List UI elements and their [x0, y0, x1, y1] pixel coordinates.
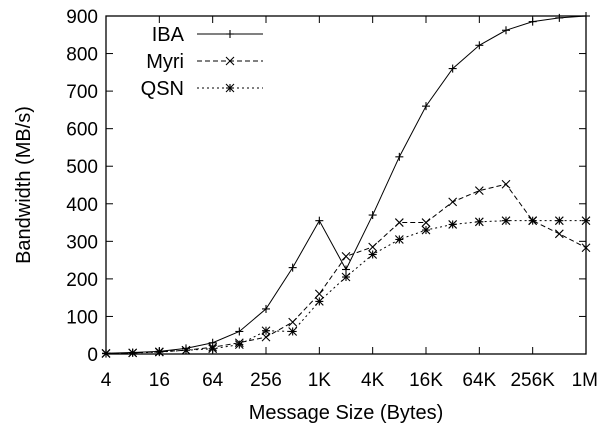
- point-qsn: [101, 349, 111, 359]
- x-axis-title: Message Size (Bytes): [249, 402, 444, 424]
- point-iba: [288, 263, 297, 272]
- point-iba: [528, 17, 537, 26]
- point-iba: [475, 41, 484, 50]
- y-tick-label: 900: [66, 7, 98, 28]
- point-myri: [341, 251, 351, 261]
- y-tick-label: 400: [66, 195, 98, 216]
- y-tick-label: 800: [66, 45, 98, 66]
- point-qsn: [341, 272, 351, 282]
- plot-frame: [105, 15, 587, 355]
- legend-marker-qsn: [225, 83, 235, 93]
- point-qsn: [261, 326, 271, 336]
- point-myri: [581, 243, 591, 253]
- point-myri: [554, 229, 564, 239]
- y-axis-title: Bandwidth (MB/s): [13, 106, 35, 264]
- point-qsn: [474, 217, 484, 227]
- x-tick-label: 4K: [361, 370, 385, 391]
- point-iba: [342, 265, 350, 274]
- series-layer: [101, 12, 591, 359]
- point-iba: [235, 327, 244, 336]
- y-tick-label: 700: [66, 82, 98, 103]
- x-tick-label: 16K: [409, 370, 443, 391]
- point-myri: [314, 289, 324, 299]
- x-tick-label: 16: [149, 370, 170, 391]
- series-qsn: [101, 216, 591, 359]
- point-qsn: [128, 348, 138, 358]
- point-iba: [448, 64, 457, 73]
- point-qsn: [368, 250, 378, 259]
- point-iba: [502, 26, 510, 35]
- point-qsn: [421, 225, 431, 235]
- point-qsn: [581, 216, 591, 226]
- x-tick-label: 256K: [510, 370, 555, 391]
- point-qsn: [554, 216, 564, 226]
- point-iba: [368, 211, 377, 220]
- series-line-qsn: [105, 220, 586, 355]
- y-tick-label: 100: [66, 307, 98, 328]
- x-tick-label: 1K: [308, 370, 332, 391]
- point-iba: [555, 13, 564, 22]
- point-myri: [394, 218, 404, 227]
- x-tick-label: 64: [202, 370, 224, 391]
- point-iba: [262, 304, 270, 313]
- point-qsn: [288, 327, 298, 336]
- point-myri: [421, 218, 431, 227]
- legend-label-iba: IBA: [152, 24, 185, 46]
- point-qsn: [154, 347, 164, 357]
- point-qsn: [234, 340, 244, 350]
- y-tick-label: 200: [66, 270, 98, 291]
- y-axis-ticks: 0 100 200 300 400 500 600 700 800 900: [66, 7, 586, 366]
- point-myri: [474, 186, 484, 196]
- y-tick-label: 600: [66, 120, 98, 141]
- point-myri: [368, 242, 378, 252]
- y-tick-label: 500: [66, 157, 98, 178]
- x-axis-ticks: 4 16 64 256 1K 4K 16K 64K 256K 1M: [101, 16, 598, 391]
- y-tick-label: 300: [66, 232, 98, 253]
- x-tick-label: 64K: [462, 370, 496, 391]
- point-iba: [422, 102, 430, 111]
- point-myri: [288, 317, 298, 327]
- point-myri: [448, 197, 458, 207]
- point-qsn: [501, 216, 511, 226]
- point-qsn: [208, 344, 218, 354]
- legend-label-myri: Myri: [146, 51, 184, 73]
- point-iba: [395, 152, 404, 161]
- x-tick-label: 4: [101, 370, 112, 391]
- legend-label-qsn: QSN: [141, 78, 184, 100]
- x-tick-label: 256: [250, 370, 282, 391]
- point-qsn: [394, 235, 404, 244]
- legend-marker-myri: [225, 56, 235, 66]
- y-tick-label: 0: [87, 345, 98, 366]
- x-tick-label: 1M: [572, 370, 598, 391]
- legend-marker-iba: [226, 30, 234, 38]
- legend: IBA Myri QSN: [141, 24, 263, 100]
- point-qsn: [181, 345, 191, 355]
- point-iba: [582, 12, 590, 20]
- point-myri: [501, 179, 511, 189]
- point-qsn: [448, 220, 458, 229]
- point-qsn: [314, 297, 324, 306]
- point-myri: [261, 332, 271, 342]
- point-iba: [315, 216, 324, 225]
- point-qsn: [528, 216, 538, 226]
